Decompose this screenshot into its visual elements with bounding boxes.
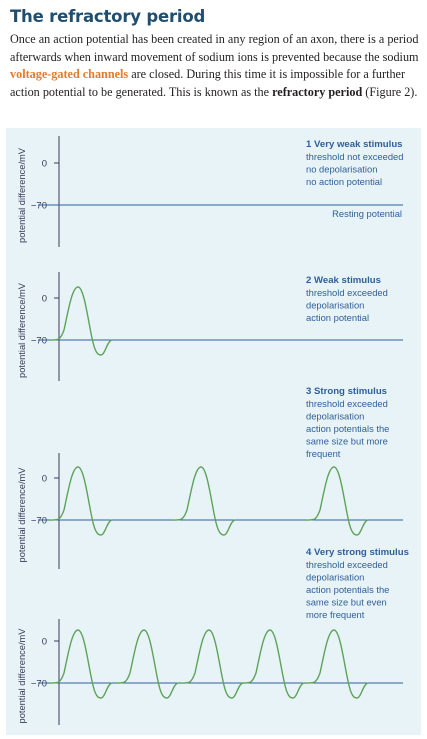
action-potential-trace bbox=[48, 629, 113, 699]
stimulus-description-line: no depolarisation bbox=[306, 164, 377, 175]
paragraph-text-2: are closed. During this time it is impos… bbox=[10, 67, 406, 99]
stimulus-description-line: action potentials the bbox=[306, 584, 389, 595]
stimulus-description-line: threshold exceeded bbox=[306, 559, 388, 570]
y-axis-label: potential difference/mV bbox=[17, 282, 27, 378]
tick-label-zero: 0 bbox=[42, 474, 47, 485]
figure-panel: 0 −70 potential difference/mV 1 Very weak s… bbox=[6, 128, 421, 735]
page-title: The refractory period bbox=[10, 7, 206, 26]
stimulus-description-line: action potentials the bbox=[306, 423, 389, 434]
action-potential-trace bbox=[240, 629, 305, 699]
paragraph-text-3: (Figure 2). bbox=[362, 84, 418, 99]
stimulus-heading: 3 Strong stimulus bbox=[306, 386, 387, 397]
y-axis-label: potential difference/mV bbox=[17, 147, 27, 243]
stimulus-description-line: depolarisation bbox=[306, 572, 364, 583]
stimulus-description-line: frequent bbox=[306, 448, 341, 459]
tick-label-zero: 0 bbox=[42, 637, 47, 648]
stimulus-description-line: same size but even bbox=[306, 597, 387, 608]
stimulus-description-line: more frequent bbox=[306, 609, 365, 620]
refractory-period-figure: 0 −70 potential difference/mV 1 Very weak s… bbox=[17, 136, 409, 725]
action-potential-trace bbox=[304, 629, 369, 699]
action-potential-trace bbox=[304, 466, 369, 536]
stimulus-heading: 4 Very strong stimulus bbox=[306, 547, 409, 558]
tick-label-minus-70: −70 bbox=[31, 679, 47, 690]
stimulus-description-line: no action potential bbox=[306, 176, 382, 187]
tick-label-zero: 0 bbox=[42, 294, 47, 305]
stimulus-description-line: depolarisation bbox=[306, 411, 364, 422]
action-potential-trace bbox=[48, 286, 113, 356]
stimulus-description-line: depolarisation bbox=[306, 300, 364, 311]
action-potential-trace bbox=[48, 466, 113, 536]
paragraph-text-1: Once an action potential has been create… bbox=[10, 32, 419, 64]
intro-paragraph: Once an action potential has been create… bbox=[10, 31, 422, 101]
action-potential-trace bbox=[179, 629, 244, 699]
tick-label-minus-70: −70 bbox=[31, 336, 47, 347]
highlighted-term: voltage-gated channels bbox=[10, 67, 129, 81]
stimulus-description-line: action potential bbox=[306, 312, 369, 323]
stimulus-description-line: threshold exceeded bbox=[306, 287, 388, 298]
y-axis-label: potential difference/mV bbox=[17, 467, 27, 563]
stimulus-heading: 2 Weak stimulus bbox=[306, 275, 381, 286]
tick-label-minus-70: −70 bbox=[31, 201, 47, 212]
action-potential-trace bbox=[114, 629, 179, 699]
resting-potential-label: Resting potential bbox=[332, 208, 402, 219]
action-potential-trace bbox=[171, 466, 236, 536]
stimulus-heading: 1 Very weak stimulus bbox=[306, 139, 403, 150]
stimulus-description-line: threshold not exceeded bbox=[306, 151, 403, 162]
tick-label-zero: 0 bbox=[42, 159, 47, 170]
stimulus-description-line: same size but more bbox=[306, 436, 388, 447]
y-axis-label: potential difference/mV bbox=[17, 628, 27, 724]
tick-label-minus-70: −70 bbox=[31, 516, 47, 527]
stimulus-description-line: threshold exceeded bbox=[306, 398, 388, 409]
emphasised-term: refractory period bbox=[272, 84, 363, 99]
